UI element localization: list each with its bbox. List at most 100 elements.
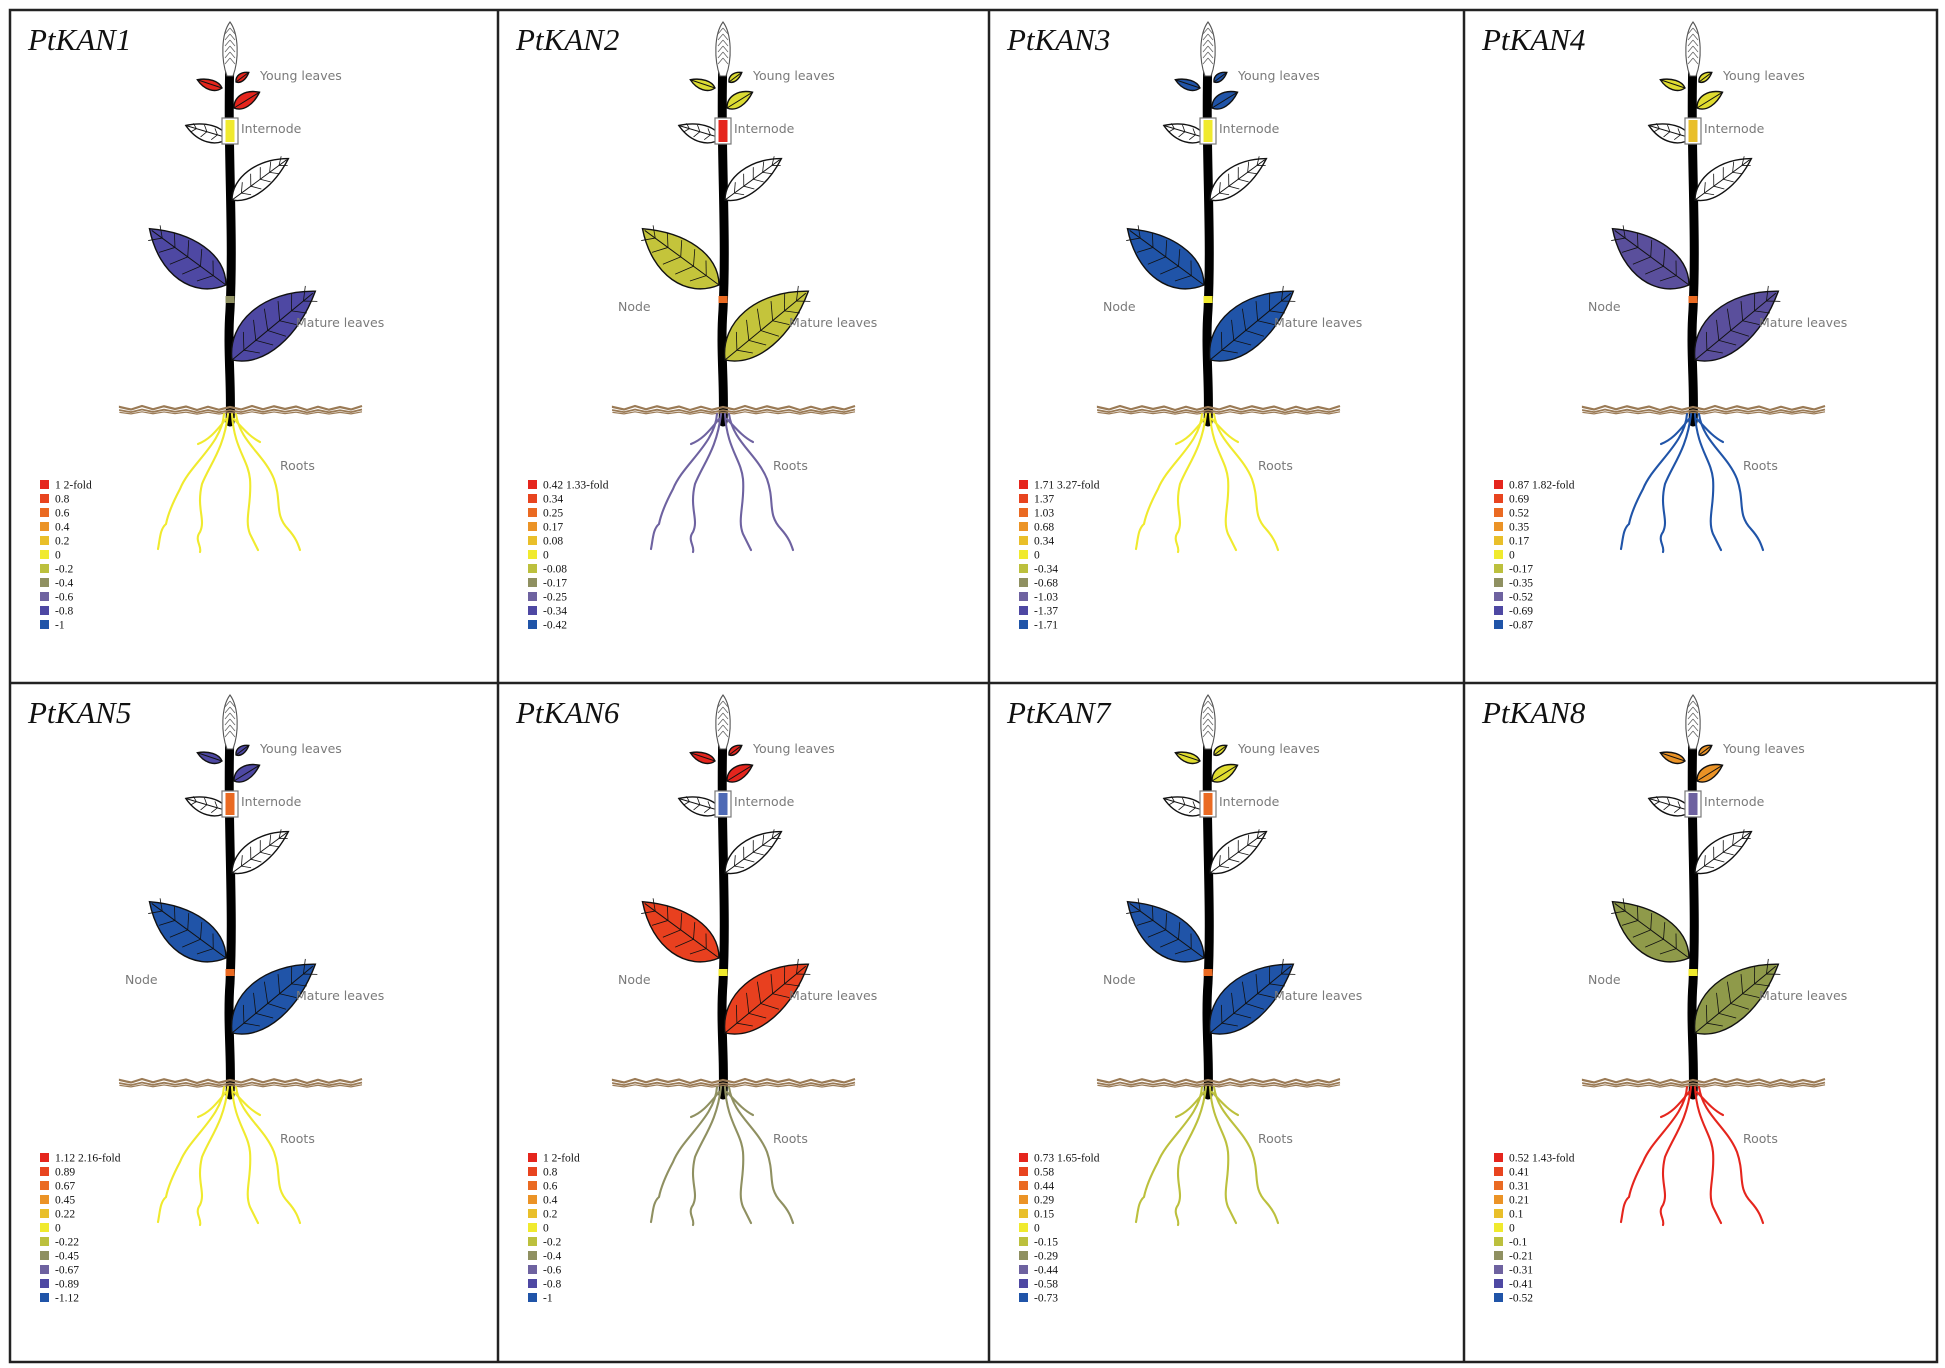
legend-label: 0.2	[543, 1209, 558, 1221]
legend-label: -0.1	[1509, 1237, 1527, 1249]
white-leaf-right-vein	[1704, 182, 1706, 194]
legend-swatch	[1019, 1265, 1028, 1274]
mature-leaf-right-vein	[1742, 993, 1760, 999]
root	[230, 1085, 260, 1225]
mature-leaf-left-vein	[1659, 948, 1677, 955]
apical-bud-line	[722, 706, 729, 714]
legend-label: 1.37	[1034, 494, 1054, 506]
mature-leaf-right-vein	[1766, 973, 1781, 975]
mature-leaf-right-vein	[1269, 983, 1285, 987]
panel-ptkan1: PtKAN1 Young leaves Internode Mature leaves…	[27, 21, 384, 632]
white-leaf-left-vein	[1168, 128, 1175, 133]
mature-leaf-left-vein	[182, 938, 201, 948]
white-leaf-right-vein	[250, 846, 252, 860]
mature-leaf-left-blade	[1126, 227, 1205, 290]
panel-title: PtKAN1	[27, 22, 131, 57]
legend-label: 0.52	[1509, 508, 1529, 520]
legend-label: -0.69	[1509, 606, 1533, 618]
legend-label: 0.73 1.65-fold	[1034, 1153, 1100, 1165]
mature-leaf-left-vein	[1174, 275, 1192, 282]
young-leaf-right-blade	[1696, 90, 1724, 110]
young-leaf-right-small-midrib	[235, 745, 249, 756]
legend-label: -0.2	[55, 564, 73, 576]
white-leaf-right-vein	[1256, 156, 1260, 166]
legend-label: -0.34	[1034, 564, 1058, 576]
mature-leaf-left-vein	[689, 948, 707, 955]
root	[1697, 1085, 1765, 1225]
mature-leaf-right-vein	[1241, 308, 1247, 331]
legend-label: 0.67	[55, 1181, 75, 1193]
apical-bud-line	[1207, 712, 1214, 720]
legend-swatch	[1494, 1181, 1503, 1190]
mature-leaf-left	[1611, 225, 1690, 290]
panel-ptkan2: PtKAN2 Young leaves Internode Node Mature le…	[515, 21, 877, 632]
white-leaf-left-vein	[1182, 124, 1186, 132]
white-leaf-right-vein	[1704, 865, 1715, 869]
mature-leaf-left-vein	[1136, 247, 1154, 253]
apical-bud-line	[722, 51, 729, 59]
apical-bud-line	[229, 45, 236, 53]
apical-bud-line	[717, 706, 724, 714]
mature-leaf-left-vein	[651, 920, 669, 926]
mature-leaf-right-vein	[1706, 1022, 1723, 1027]
mature-leaf-right	[1693, 285, 1781, 362]
young-leaf-left-midrib	[690, 79, 716, 89]
panel-title: PtKAN4	[1481, 22, 1585, 57]
legend-swatch	[1019, 1279, 1028, 1288]
white-leaf-right	[1694, 156, 1753, 202]
young-leaf-right-blade	[1696, 763, 1724, 783]
young-leaf-left-midrib	[1660, 79, 1686, 89]
mature-leaf-right-vein	[784, 983, 800, 987]
root	[1697, 412, 1765, 552]
legend-label: -0.89	[55, 1279, 79, 1291]
legend-swatch	[1494, 1293, 1503, 1302]
young-leaf-left	[689, 78, 716, 92]
white-leaf-left-vein	[683, 128, 690, 133]
apical-bud-line	[1687, 700, 1694, 708]
white-leaf-left-vein	[210, 807, 218, 814]
mature-leaf-left-vein	[1650, 913, 1653, 930]
white-leaf-left	[1647, 123, 1692, 144]
white-leaf-right	[1694, 829, 1753, 875]
apical-bud-line	[224, 57, 231, 65]
white-leaf-right	[231, 829, 290, 875]
young-leaf-left-blade	[196, 751, 223, 765]
label-roots: Roots	[1743, 458, 1778, 473]
young-leaf-right-small-midrib	[1698, 72, 1712, 83]
apical-bud-line	[1692, 27, 1699, 35]
soil-line	[1581, 404, 1826, 415]
root	[723, 1085, 753, 1225]
young-leaf-left-blade	[196, 78, 223, 92]
mature-leaf-left-blade	[641, 227, 720, 290]
mature-leaf-left-vein	[1126, 910, 1141, 914]
mature-leaf-right-vein	[1766, 285, 1769, 302]
mature-leaf-right	[1208, 285, 1296, 362]
white-leaf-left-vein	[1673, 807, 1681, 814]
apical-bud-line	[229, 39, 236, 47]
young-leaf-right-small-midrib	[1213, 72, 1227, 83]
legend-swatch	[1019, 1223, 1028, 1232]
legend-label: 0.4	[543, 1195, 558, 1207]
apical-bud-line	[1692, 712, 1699, 720]
apical-bud-line	[717, 45, 724, 53]
node-swatch	[225, 969, 235, 976]
legend-swatch	[1494, 1167, 1503, 1176]
legend-swatch	[528, 480, 537, 489]
mature-leaf-right-vein	[291, 983, 307, 987]
legend-swatch	[528, 1265, 537, 1274]
root	[1659, 412, 1693, 554]
white-leaf-left-vein	[1168, 801, 1175, 806]
mature-leaf-left-vein	[200, 922, 203, 940]
apical-bud-line	[1202, 45, 1209, 53]
legend-label: 0	[543, 550, 549, 562]
white-leaf-right-vein	[1732, 834, 1735, 846]
soil-stroke	[612, 408, 856, 414]
mature-leaf-right-vein	[1730, 1003, 1750, 1010]
legend-label: 0.17	[543, 522, 563, 534]
apical-bud-line	[722, 712, 729, 720]
white-leaf-right-vein	[241, 192, 252, 196]
white-leaf-right-vein	[734, 182, 736, 194]
mature-leaf-right-vein	[279, 320, 297, 326]
mature-leaf-right-vein	[784, 293, 786, 311]
legend-label: -0.45	[55, 1251, 79, 1263]
